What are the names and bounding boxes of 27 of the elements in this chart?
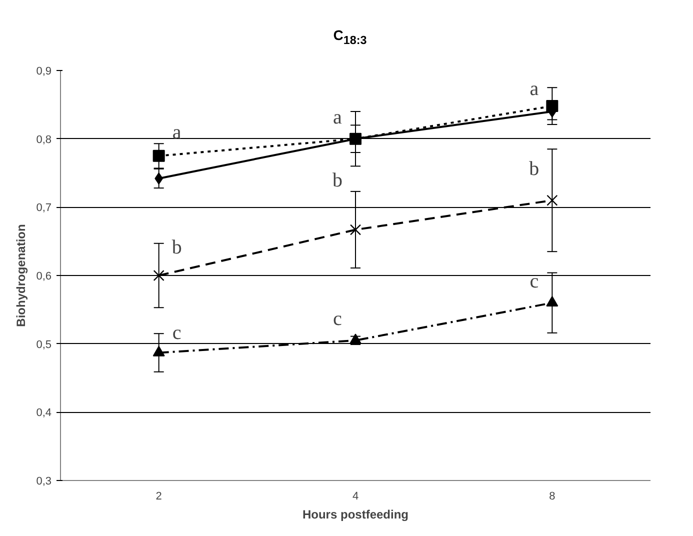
annotation: b bbox=[172, 236, 182, 258]
annotation: a bbox=[530, 78, 539, 100]
x-tick-label: 2 bbox=[156, 490, 162, 502]
y-axis-title: Biohydrogenation bbox=[14, 224, 28, 327]
annotation: c bbox=[530, 270, 539, 293]
point bbox=[546, 194, 558, 206]
x-axis-title: Hours postfeeding bbox=[302, 508, 409, 522]
point bbox=[152, 150, 165, 162]
annotation: b bbox=[332, 169, 342, 192]
y-tick-label: 0,6 bbox=[36, 270, 52, 282]
annotation: a bbox=[333, 106, 342, 129]
y-tick-label: 0,4 bbox=[36, 407, 52, 420]
point bbox=[350, 224, 362, 236]
y-tick-label: 0,8 bbox=[36, 134, 52, 146]
chart-title: C$_{18:3}$ bbox=[333, 26, 367, 49]
point bbox=[546, 296, 558, 307]
annotation: c bbox=[333, 308, 342, 330]
y-tick-label: 0,5 bbox=[36, 338, 52, 351]
annotation: b bbox=[529, 158, 540, 180]
y-tick-label: 0,3 bbox=[36, 476, 52, 488]
x-tick-label: 8 bbox=[549, 490, 556, 502]
annotation: c bbox=[172, 322, 182, 344]
y-tick-label: 0,9 bbox=[36, 66, 52, 78]
y-tick-label: 0,7 bbox=[36, 202, 52, 214]
x-tick-label: 4 bbox=[352, 490, 359, 502]
point bbox=[153, 270, 164, 282]
point bbox=[152, 346, 165, 356]
